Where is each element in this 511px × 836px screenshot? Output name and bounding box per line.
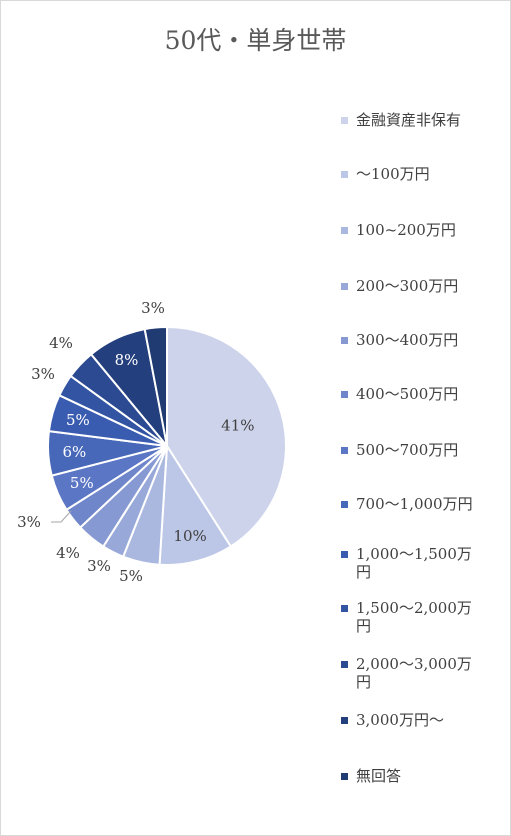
legend-swatch <box>341 661 348 668</box>
legend-swatch <box>341 717 348 724</box>
legend-label: 400～500万円 <box>356 385 459 403</box>
legend-label: ～100万円 <box>356 165 430 183</box>
data-label: 3% <box>17 513 41 531</box>
data-label: 3% <box>141 299 165 317</box>
data-label: 3% <box>87 557 111 575</box>
legend-swatch <box>341 501 348 508</box>
legend-swatch <box>341 227 348 234</box>
legend-swatch <box>341 337 348 344</box>
legend-label: 2,000～3,000万 円 <box>356 655 472 691</box>
legend-label: 1,500～2,000万 円 <box>356 599 472 635</box>
legend-label: 3,000万円～ <box>356 711 444 729</box>
legend-label: 200～300万円 <box>356 277 459 295</box>
data-label: 8% <box>115 351 139 369</box>
legend-label: 金融資産非保有 <box>356 111 462 129</box>
data-label: 5% <box>119 567 143 585</box>
legend-swatch <box>341 605 348 612</box>
legend-label: 無回答 <box>356 767 402 785</box>
legend-swatch <box>341 447 348 454</box>
legend-swatch <box>341 117 348 124</box>
data-label: 41% <box>221 416 254 434</box>
legend-label: 100~200万円 <box>356 221 456 239</box>
pie-slice <box>143 325 168 447</box>
pie-slice <box>158 442 233 566</box>
legend-swatch <box>341 171 348 178</box>
legend-swatch <box>341 283 348 290</box>
legend-label: 700～1,000万円 <box>356 495 473 513</box>
data-label: 10% <box>173 527 206 545</box>
legend-label: 1,000～1,500万 円 <box>356 545 472 581</box>
legend-swatch <box>341 773 348 780</box>
data-label: 3% <box>31 365 55 383</box>
legend-label: 300～400万円 <box>356 331 459 349</box>
data-label: 4% <box>49 334 73 352</box>
leader-line <box>51 510 72 523</box>
legend-swatch <box>341 551 348 558</box>
legend-swatch <box>341 391 348 398</box>
data-label: 6% <box>62 443 86 461</box>
data-label: 5% <box>70 474 94 492</box>
data-label: 5% <box>66 411 90 429</box>
legend-label: 500～700万円 <box>356 441 459 459</box>
data-label: 4% <box>56 544 80 562</box>
chart-title: 50代・単身世帯 <box>164 26 347 55</box>
